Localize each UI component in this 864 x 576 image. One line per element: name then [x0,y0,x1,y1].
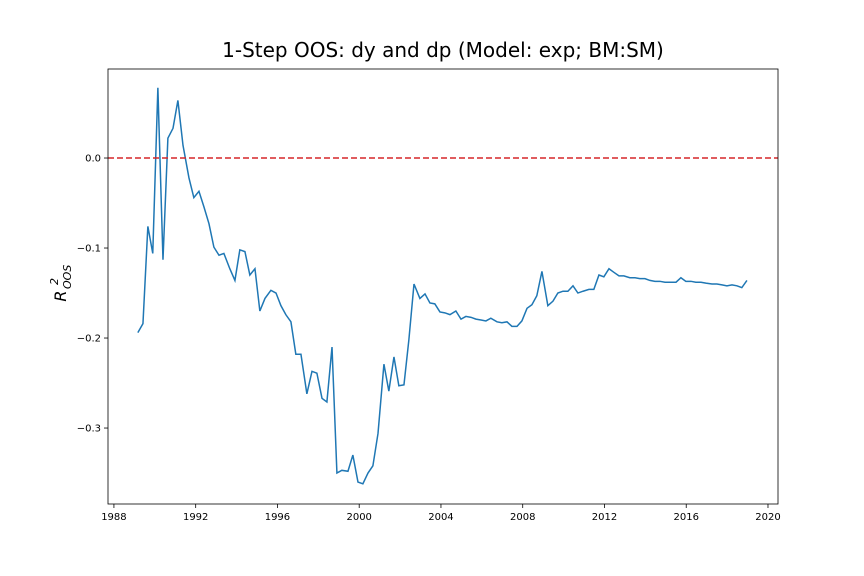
plot-frame [107,68,779,505]
y-tick-label: −0.3 [77,424,101,435]
y-label-base: R [51,290,70,301]
x-tick-label: 2012 [592,512,617,523]
x-tick-label: 2016 [674,512,699,523]
x-tick-label: 2008 [510,512,535,523]
y-tick-label: −0.1 [77,244,101,255]
y-label-sup: 2 [48,278,61,285]
x-tick-label: 2000 [346,512,371,523]
data-line [137,87,748,485]
x-tick-label: 1996 [265,512,290,523]
y-label-sub: OOS [61,265,74,289]
x-tick-label: 1992 [183,512,208,523]
y-axis-label: R 2 OOS [48,265,74,302]
chart-title: 1-Step OOS: dy and dp (Model: exp; BM:SM… [222,38,664,62]
y-tick-label: −0.2 [77,334,101,345]
x-tick-label: 2020 [755,512,780,523]
x-tick-label: 2004 [428,512,453,523]
y-tick-label: 0.0 [85,154,101,165]
x-tick-label: 1988 [101,512,126,523]
